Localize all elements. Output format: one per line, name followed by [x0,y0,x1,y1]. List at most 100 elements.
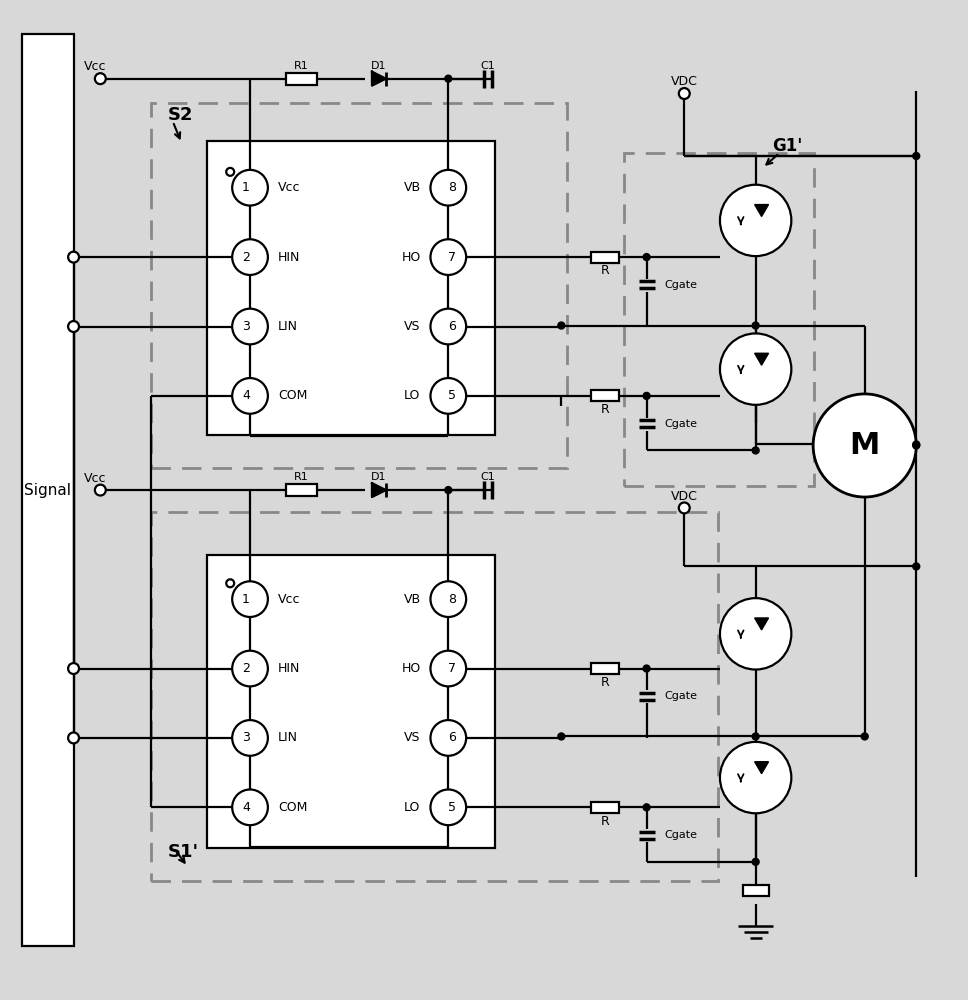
Circle shape [68,663,79,674]
Circle shape [232,651,268,686]
Text: Signal: Signal [24,483,72,498]
Text: HIN: HIN [278,251,300,264]
Text: VS: VS [404,320,420,333]
Text: Cgate: Cgate [664,419,697,429]
Circle shape [232,581,268,617]
Circle shape [431,581,467,617]
Circle shape [431,239,467,275]
Text: Vcc: Vcc [84,60,106,73]
Text: 5: 5 [448,801,456,814]
Text: R1: R1 [294,61,309,71]
Circle shape [752,733,759,740]
Circle shape [720,742,791,813]
Circle shape [558,322,564,329]
Circle shape [445,487,452,494]
Bar [22,34,74,946]
Bar [286,73,318,85]
Circle shape [431,720,467,756]
Text: 6: 6 [448,320,456,333]
Circle shape [227,579,234,587]
Circle shape [913,153,920,159]
Circle shape [232,239,268,275]
Text: LIN: LIN [278,731,298,744]
Circle shape [643,254,650,261]
Circle shape [431,651,467,686]
Circle shape [232,789,268,825]
Text: COM: COM [278,801,307,814]
Circle shape [232,309,268,344]
Circle shape [720,185,791,256]
Circle shape [431,378,467,414]
Polygon shape [755,762,769,774]
Text: 4: 4 [242,801,250,814]
Text: COM: COM [278,389,307,402]
Circle shape [445,75,452,82]
Text: S1': S1' [167,843,198,861]
Circle shape [68,321,79,332]
Circle shape [720,598,791,670]
Text: Vcc: Vcc [278,593,300,606]
Text: R: R [600,403,609,416]
Circle shape [232,170,268,206]
Text: 5: 5 [448,389,456,402]
Bar [591,390,619,401]
Circle shape [95,485,106,496]
Polygon shape [755,618,769,630]
Circle shape [643,665,650,672]
Bar [286,484,318,496]
Text: 8: 8 [448,181,456,194]
Circle shape [752,858,759,865]
Bar [207,555,495,848]
Bar [151,103,567,468]
Text: Cgate: Cgate [664,280,697,290]
Text: R: R [600,676,609,689]
Bar [591,663,619,674]
Text: C1: C1 [480,472,496,482]
Text: HO: HO [402,251,420,264]
Text: HIN: HIN [278,662,300,675]
Text: C1: C1 [480,61,496,71]
Text: D1: D1 [371,61,386,71]
Bar [591,802,619,813]
Circle shape [913,441,920,448]
Circle shape [913,563,920,570]
Text: HO: HO [402,662,420,675]
Bar [742,885,769,896]
Text: LO: LO [405,801,420,814]
Circle shape [679,88,690,99]
Bar [207,141,495,435]
Circle shape [643,392,650,399]
Circle shape [95,73,106,84]
Circle shape [558,733,564,740]
Text: VDC: VDC [671,490,698,503]
Text: 6: 6 [448,731,456,744]
Circle shape [720,333,791,405]
Text: 4: 4 [242,389,250,402]
Circle shape [68,732,79,743]
Text: LO: LO [405,389,420,402]
Text: VB: VB [404,181,420,194]
Circle shape [862,733,868,740]
Circle shape [431,789,467,825]
Bar [151,512,718,881]
Text: 3: 3 [242,731,250,744]
Text: D1: D1 [371,472,386,482]
Circle shape [232,720,268,756]
Circle shape [227,168,234,176]
Text: Vcc: Vcc [84,472,106,485]
Text: 8: 8 [448,593,456,606]
Text: Cgate: Cgate [664,691,697,701]
Text: VB: VB [404,593,420,606]
Circle shape [232,378,268,414]
Text: 2: 2 [242,251,250,264]
Polygon shape [372,72,386,86]
Text: R: R [600,264,609,277]
Text: 3: 3 [242,320,250,333]
Text: 1: 1 [242,181,250,194]
Text: 7: 7 [448,662,456,675]
Text: Cgate: Cgate [664,830,697,840]
Circle shape [813,394,917,497]
Text: VS: VS [404,731,420,744]
Text: VDC: VDC [671,75,698,88]
Text: 1: 1 [242,593,250,606]
